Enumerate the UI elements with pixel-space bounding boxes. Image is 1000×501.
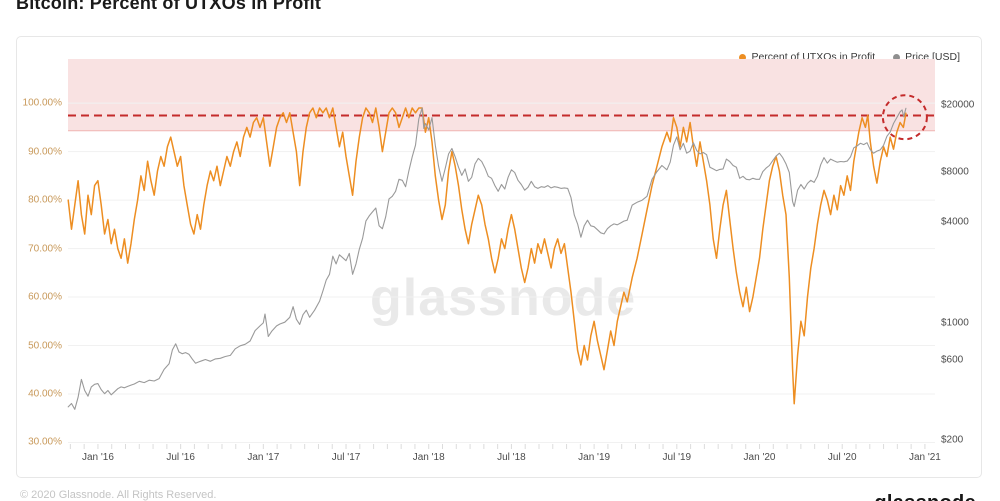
left-axis-tick-label: 100.00% (22, 97, 62, 109)
left-axis-tick-label: 90.00% (28, 146, 62, 158)
highlight-circle-annotation (881, 94, 928, 141)
right-axis-tick-label: $200 (941, 434, 964, 446)
right-axis-tick-label: $8000 (941, 166, 969, 178)
x-axis-tick-label: Jan '16 (81, 452, 114, 463)
left-axis-tick-label: 60.00% (28, 291, 62, 303)
x-axis-tick-label: Jan '20 (743, 452, 776, 463)
right-axis-tick-label: $20000 (941, 99, 975, 111)
x-axis-tick-label: Jul '16 (166, 452, 195, 463)
x-axis-tick-label: Jan '19 (578, 452, 611, 463)
x-axis-tick-label: Jan '17 (247, 452, 280, 463)
right-axis-tick-label: $600 (941, 354, 964, 366)
left-axis-tick-label: 80.00% (28, 194, 62, 206)
x-axis-tick-label: Jul '20 (827, 452, 857, 463)
left-axis-tick-label: 30.00% (28, 436, 62, 448)
x-axis-tick-label: Jan '18 (412, 452, 445, 463)
page-title: Bitcoin: Percent of UTXOs in Profit (16, 0, 322, 13)
right-axis-tick-label: $4000 (941, 216, 969, 228)
glassnode-watermark: glassnode (370, 269, 637, 327)
x-axis-tick-label: Jul '18 (497, 452, 526, 463)
legend-marker-orange-icon (739, 53, 747, 61)
right-axis-tick-label: $1000 (941, 317, 969, 329)
utxos-in-profit-line (67, 107, 907, 405)
glassnode-logo: glassnode (874, 492, 976, 501)
left-axis-tick-label: 70.00% (28, 243, 62, 255)
price-usd-line (67, 107, 907, 410)
copyright-text: © 2020 Glassnode. All Rights Reserved. (20, 489, 217, 501)
profit-band (68, 59, 935, 131)
x-axis-tick-label: Jan '21 (908, 452, 941, 463)
x-axis-tick-label: Jul '17 (331, 452, 361, 463)
left-axis-tick-label: 50.00% (28, 340, 62, 351)
legend-marker-gray-icon (893, 53, 901, 61)
x-axis-tick-label: Jul '19 (662, 452, 692, 463)
left-axis-tick-label: 40.00% (28, 388, 62, 400)
